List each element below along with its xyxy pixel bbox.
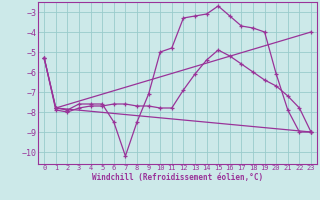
X-axis label: Windchill (Refroidissement éolien,°C): Windchill (Refroidissement éolien,°C) [92, 173, 263, 182]
